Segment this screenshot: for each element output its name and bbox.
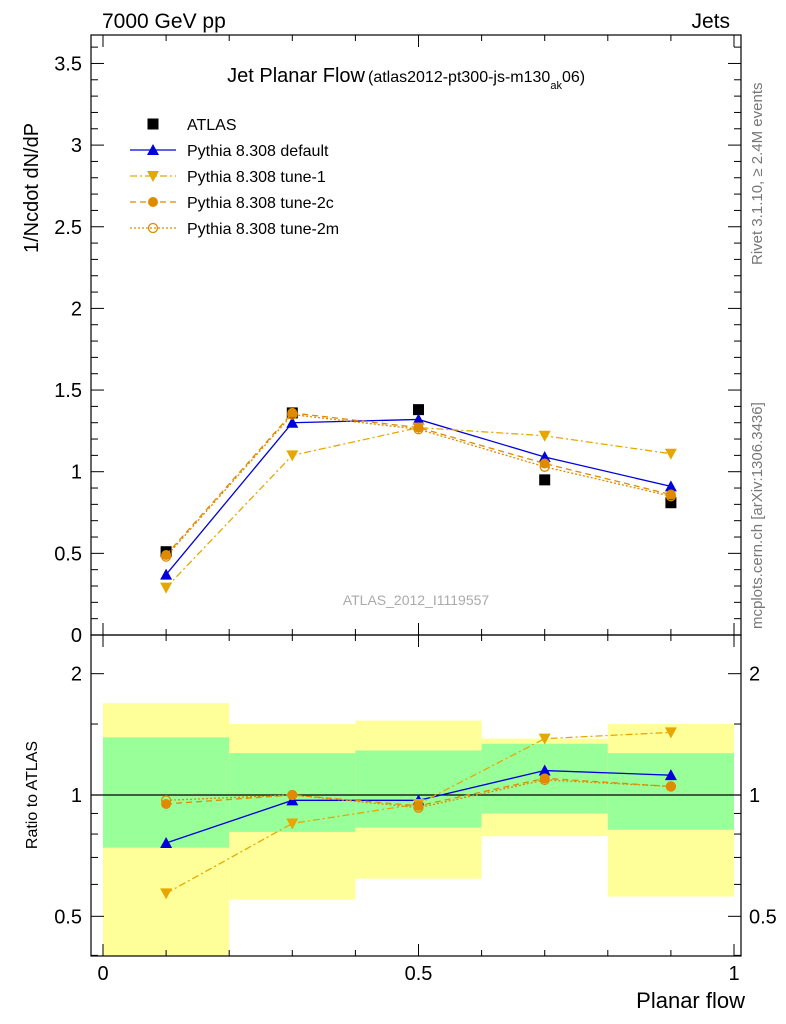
x-axis-label: Planar flow — [636, 988, 745, 1013]
main-point-pythia-8-308-tune-2c — [539, 458, 550, 469]
legend-label-atlas: ATLAS — [187, 117, 237, 134]
legend-label-pythia-8-308-tune-1: Pythia 8.308 tune-1 — [187, 169, 326, 186]
rivet-label: Rivet 3.1.10, ≥ 2.4M events — [749, 83, 766, 266]
main-point-pythia-8-308-tune-1 — [538, 430, 551, 442]
main-line-pythia-8-308-tune-1 — [165, 426, 671, 589]
ratio-panel: 0.5 0.5 1 1 2 2 0 0.5 1 Ratio to ATLAS Planar fl… — [24, 634, 777, 1013]
ratio-y-tick-label-right: 1 — [749, 785, 760, 807]
main-y-tick-label: 2.5 — [54, 217, 82, 239]
x-tick-label: 0.5 — [405, 963, 433, 985]
main-y-tick-label: 3.5 — [54, 53, 82, 75]
main-point-pythia-8-308-default — [664, 480, 677, 492]
main-point-pythia-8-308-tune-1 — [160, 582, 173, 594]
ratio-axis-ticks: 0.5 0.5 1 1 2 2 0 0.5 1 — [54, 635, 777, 985]
ratio-point-pythia-8-308-default — [664, 769, 677, 781]
legend-label-pythia-8-308-tune-2c: Pythia 8.308 tune-2c — [187, 195, 334, 212]
legend-marker-atlas — [147, 118, 159, 130]
ratio-point-pythia-8-308-default — [160, 837, 173, 849]
header-energy: 7000 GeV pp — [102, 10, 226, 33]
main-point-atlas — [665, 497, 677, 509]
header-process: Jets — [691, 10, 730, 33]
main-point-pythia-8-308-default — [538, 451, 551, 463]
main-y-tick-label: 0 — [71, 625, 82, 647]
ratio-y-tick-label-right: 0.5 — [749, 906, 777, 928]
ratio-series — [160, 727, 677, 900]
ratio-point-pythia-8-308-tune-2c — [161, 798, 172, 809]
watermark: ATLAS_2012_I1119557 — [343, 592, 490, 608]
ratio-line-pythia-8-308-tune-2m — [166, 779, 671, 809]
main-point-pythia-8-308-default — [160, 568, 173, 580]
main-y-tick-label: 2 — [71, 298, 82, 320]
ratio-inner-band — [355, 750, 482, 828]
main-point-pythia-8-308-tune-2m — [160, 551, 172, 562]
main-y-tick-label: 3 — [71, 135, 82, 157]
main-point-atlas — [539, 474, 551, 486]
ratio-point-pythia-8-308-tune-1 — [286, 818, 299, 830]
main-point-pythia-8-308-tune-2m — [665, 491, 677, 502]
ratio-point-pythia-8-308-tune-2m — [413, 802, 424, 813]
main-point-pythia-8-308-tune-2m — [539, 461, 550, 472]
main-panel: 0 0.5 1 1.5 2 2.5 3 3.5 Jet Planar Flow (atlas2… — [21, 34, 742, 647]
main-point-pythia-8-308-tune-2m — [413, 424, 424, 435]
ratio-frame — [90, 634, 742, 957]
main-subtitle-end: 06) — [562, 69, 585, 86]
ratio-point-pythia-8-308-tune-1 — [538, 733, 551, 745]
ratio-y-tick-label: 1 — [71, 785, 82, 807]
ratio-point-pythia-8-308-default — [538, 764, 551, 776]
ratio-point-pythia-8-308-tune-1 — [664, 727, 677, 739]
x-tick-label: 1 — [728, 963, 739, 985]
x-tick-label: 0 — [97, 963, 108, 985]
legend-marker-pythia-8-308-tune-2m — [147, 222, 159, 234]
ratio-point-pythia-8-308-tune-2c — [287, 790, 298, 800]
main-y-tick-label: 0.5 — [54, 543, 82, 565]
main-line-pythia-8-308-tune-2m — [165, 413, 672, 558]
main-subtitle-main: (atlas2012-pt300-js-m130 — [368, 69, 550, 86]
legend-marker-pythia-8-308-tune-2c — [148, 197, 158, 207]
ratio-inner-band — [103, 737, 230, 848]
main-title: Jet Planar Flow — [227, 65, 365, 87]
ratio-point-pythia-8-308-tune-2m — [287, 789, 298, 801]
ratio-bands — [103, 703, 734, 956]
main-point-pythia-8-308-tune-1 — [664, 448, 677, 460]
main-series — [160, 404, 677, 594]
legend-marker-pythia-8-308-default — [147, 144, 159, 155]
legend-label-pythia-8-308-tune-2m: Pythia 8.308 tune-2m — [187, 221, 339, 238]
main-y-tick-label: 1 — [71, 462, 82, 484]
main-y-axis-label: 1/Ncdot dN/dP — [21, 123, 43, 253]
main-line-pythia-8-308-tune-2c — [165, 412, 672, 556]
ratio-point-pythia-8-308-tune-2m — [539, 774, 550, 786]
legend: ATLAS Pythia 8.308 default Pythia 8.308 tu… — [130, 117, 339, 238]
main-y-tick-label: 1.5 — [54, 380, 82, 402]
ratio-y-tick-label: 0.5 — [54, 906, 82, 928]
main-point-pythia-8-308-tune-1 — [286, 450, 299, 462]
main-y-ticks: 0 0.5 1 1.5 2 2.5 3 3.5 — [54, 35, 741, 647]
legend-marker-pythia-8-308-tune-1 — [147, 171, 159, 182]
ratio-y-tick-label-right: 2 — [749, 664, 760, 686]
ratio-y-axis-label: Ratio to ATLAS — [24, 741, 41, 849]
legend-label-pythia-8-308-default: Pythia 8.308 default — [187, 143, 329, 160]
main-subtitle-sub: ak — [550, 80, 562, 92]
mcplots-label: mcplots.cern.ch [arXiv:1306.3436] — [749, 402, 766, 629]
main-point-atlas — [413, 404, 424, 416]
main-point-pythia-8-308-tune-2m — [287, 409, 298, 420]
ratio-point-pythia-8-308-tune-2m — [160, 795, 172, 806]
main-point-pythia-8-308-default — [412, 413, 425, 425]
main-point-pythia-8-308-default — [286, 416, 299, 428]
ratio-point-pythia-8-308-tune-2m — [665, 781, 677, 792]
ratio-point-pythia-8-308-tune-1 — [160, 888, 173, 900]
ratio-y-tick-label: 2 — [71, 664, 82, 686]
main-subtitle: (atlas2012-pt300-js-m130ak06) — [368, 69, 585, 92]
main-line-pythia-8-308-default — [165, 418, 672, 575]
